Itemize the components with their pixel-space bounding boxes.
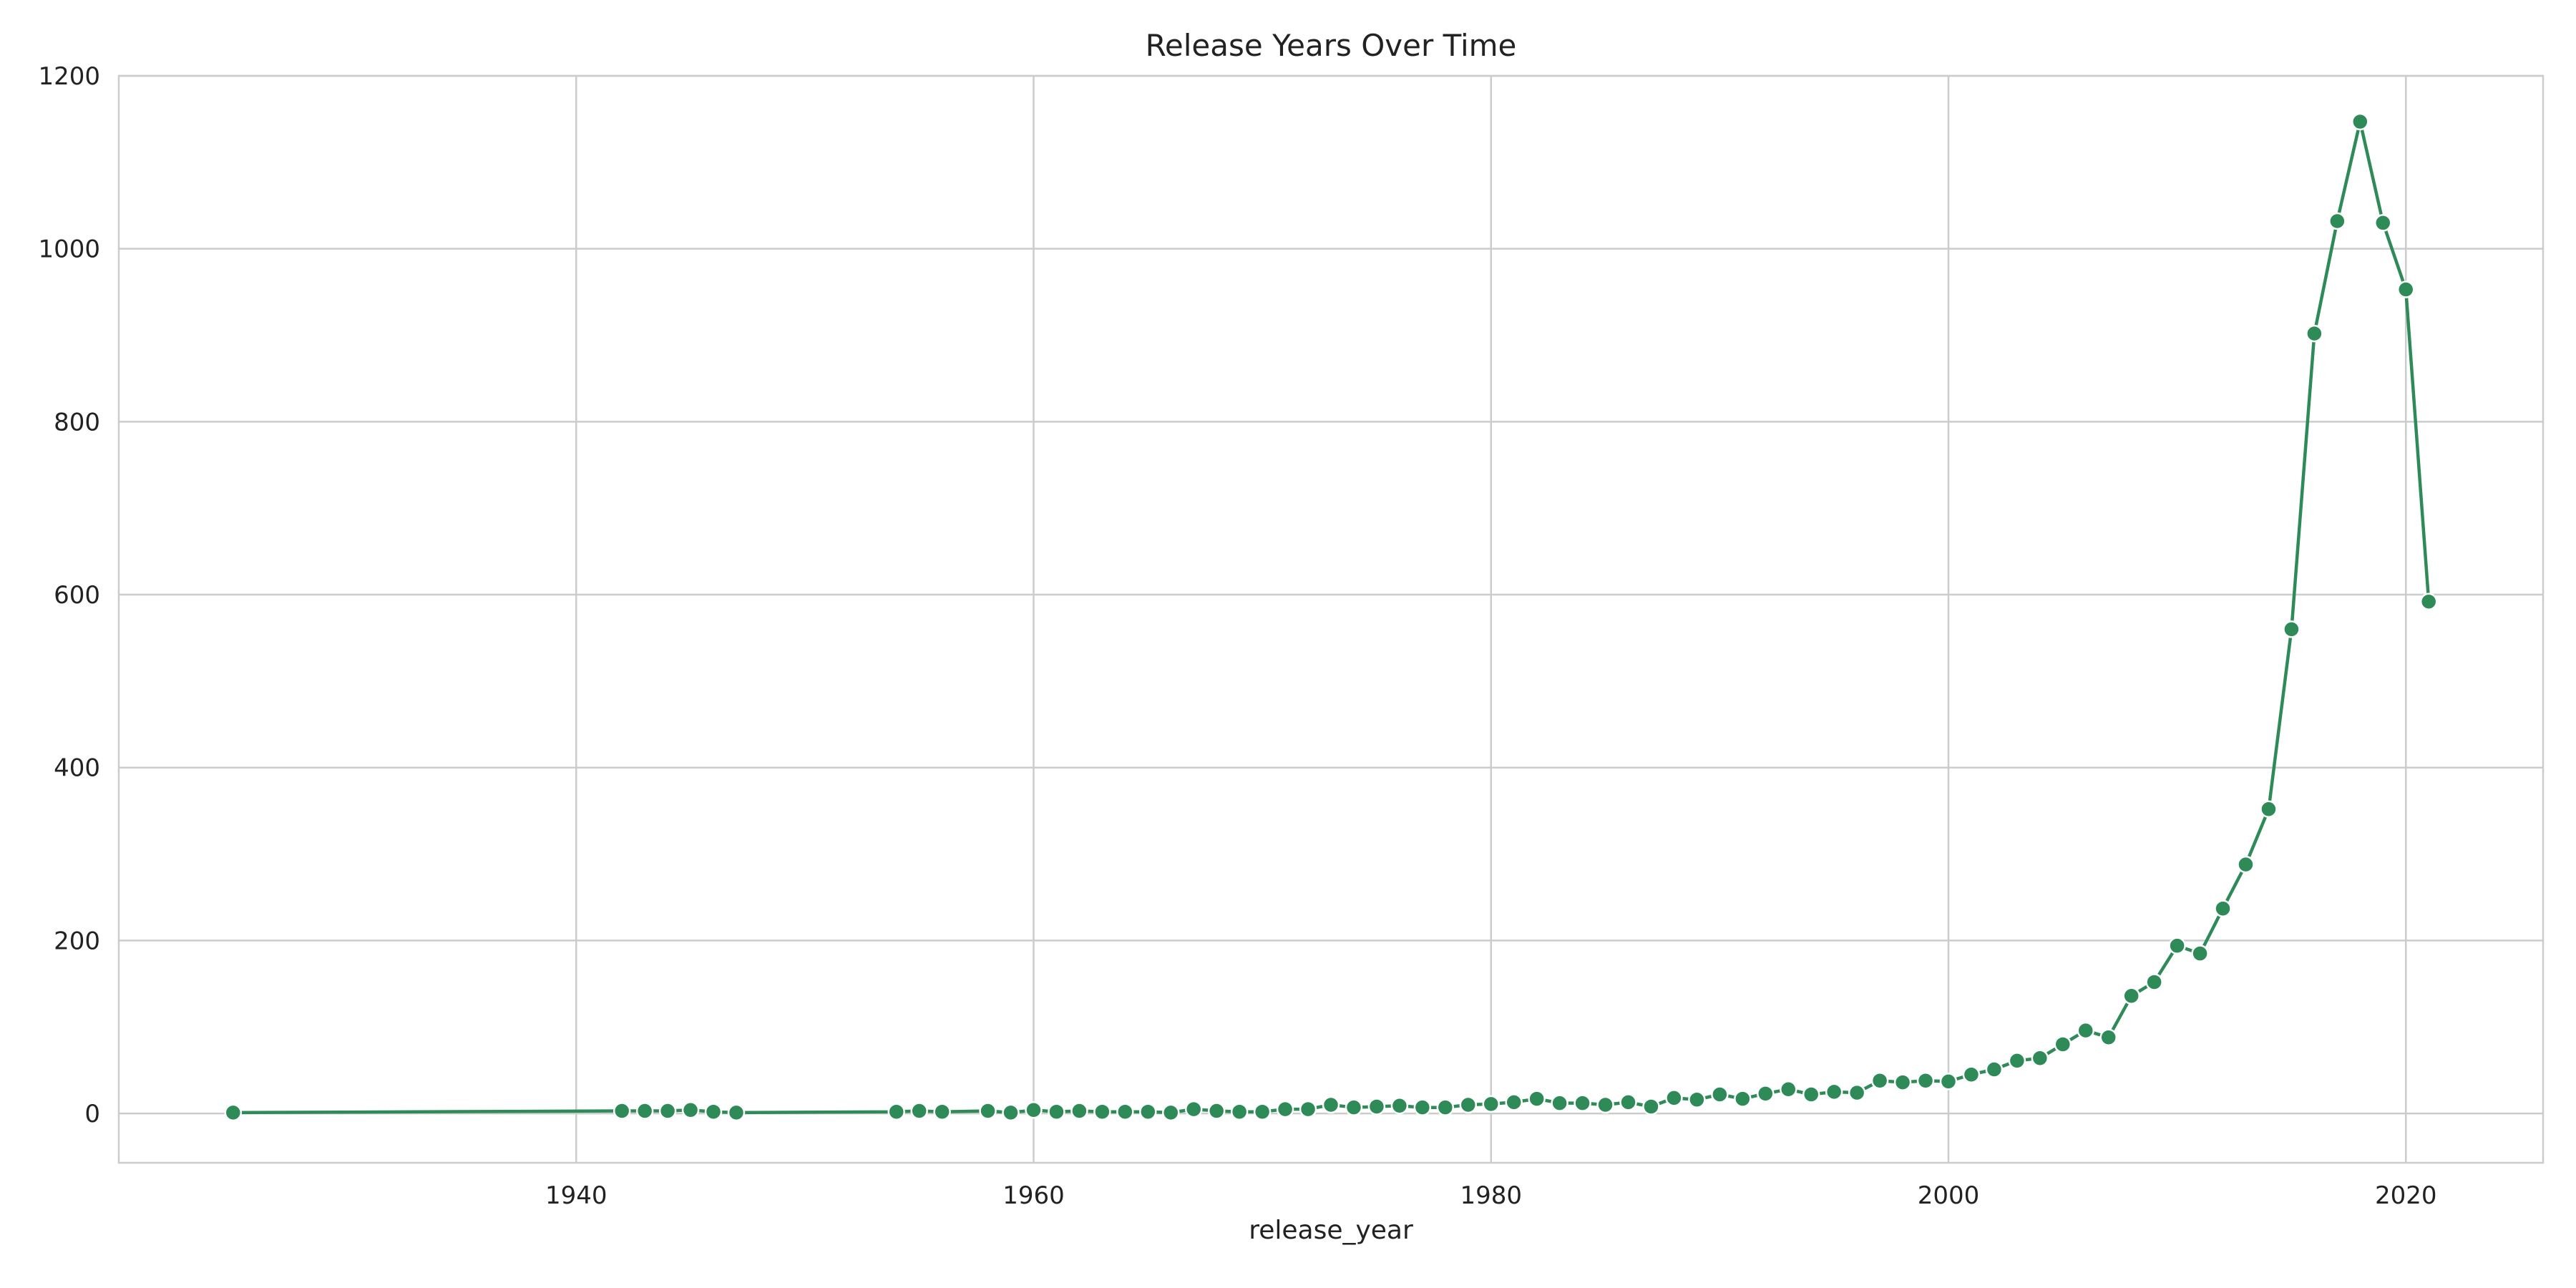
y-tick-label: 600 bbox=[54, 581, 100, 610]
data-point bbox=[2260, 800, 2278, 819]
data-point bbox=[2099, 1028, 2117, 1047]
data-point bbox=[2306, 324, 2323, 343]
data-point bbox=[1025, 1101, 1043, 1119]
data-point bbox=[1345, 1098, 1363, 1116]
data-point bbox=[658, 1102, 677, 1120]
data-point bbox=[910, 1102, 928, 1120]
y-tick-label: 1000 bbox=[38, 235, 100, 264]
data-point bbox=[2077, 1021, 2095, 1040]
data-point bbox=[2374, 214, 2392, 232]
data-point bbox=[2168, 937, 2186, 955]
data-point bbox=[1711, 1085, 1729, 1103]
x-tick-label: 2000 bbox=[1918, 1181, 1980, 1210]
series-layer bbox=[233, 119, 2431, 1115]
y-axis-ticks: 0 200 400 600 800 1000 1200 bbox=[38, 62, 100, 1128]
data-point bbox=[2237, 855, 2255, 874]
data-point bbox=[1779, 1080, 1797, 1098]
x-axis-title: release_year bbox=[1249, 1216, 1413, 1245]
data-point bbox=[1299, 1100, 1317, 1118]
y-tick-label: 800 bbox=[54, 408, 100, 436]
data-point bbox=[727, 1103, 746, 1122]
y-tick-label: 1200 bbox=[38, 62, 100, 91]
grid bbox=[119, 74, 2543, 1163]
data-point bbox=[2396, 280, 2415, 298]
data-point bbox=[1436, 1098, 1455, 1116]
data-point bbox=[1757, 1085, 1775, 1103]
x-tick-label: 1980 bbox=[1460, 1181, 1522, 1210]
data-point bbox=[1505, 1093, 1523, 1111]
data-point bbox=[1848, 1083, 1866, 1102]
data-point bbox=[1482, 1095, 1500, 1113]
data-point bbox=[1870, 1071, 1889, 1090]
data-point bbox=[1276, 1100, 1294, 1118]
chart-title: Release Years Over Time bbox=[1146, 28, 1517, 63]
x-axis-ticks: 1940 1960 1980 2000 2020 bbox=[545, 1181, 2437, 1210]
data-point bbox=[1070, 1102, 1088, 1120]
data-point bbox=[2031, 1049, 2049, 1068]
data-point bbox=[1551, 1094, 1568, 1112]
y-tick-label: 0 bbox=[84, 1100, 100, 1128]
data-point bbox=[1939, 1073, 1958, 1091]
data-points bbox=[224, 112, 2438, 1122]
data-point bbox=[1230, 1103, 1249, 1121]
data-point bbox=[613, 1102, 631, 1120]
data-point bbox=[1528, 1090, 1546, 1108]
data-point bbox=[1207, 1102, 1226, 1120]
data-point bbox=[635, 1102, 654, 1120]
data-point bbox=[1322, 1096, 1340, 1114]
data-point bbox=[2351, 112, 2369, 131]
data-point bbox=[887, 1103, 905, 1121]
data-point bbox=[1413, 1098, 1432, 1116]
data-point bbox=[2283, 620, 2301, 638]
data-point bbox=[1367, 1098, 1386, 1116]
data-point bbox=[1619, 1093, 1637, 1111]
x-tick-label: 1960 bbox=[1002, 1181, 1065, 1210]
data-point bbox=[933, 1103, 951, 1121]
x-tick-label: 2020 bbox=[2375, 1181, 2437, 1210]
data-point bbox=[1916, 1071, 1935, 1090]
data-point bbox=[681, 1101, 700, 1119]
data-point bbox=[1802, 1085, 1820, 1103]
data-point bbox=[2122, 987, 2140, 1005]
data-point bbox=[1390, 1096, 1409, 1115]
series-line bbox=[233, 119, 2431, 1115]
data-point bbox=[1985, 1060, 2004, 1078]
x-tick-label: 1940 bbox=[545, 1181, 608, 1210]
y-tick-label: 200 bbox=[54, 927, 100, 955]
data-point bbox=[704, 1103, 723, 1121]
data-point bbox=[1962, 1065, 1981, 1083]
data-point bbox=[1642, 1098, 1660, 1116]
data-point bbox=[1596, 1096, 1614, 1114]
data-point bbox=[2008, 1052, 2026, 1070]
data-point bbox=[2145, 973, 2163, 991]
data-point bbox=[1139, 1103, 1157, 1121]
data-point bbox=[1893, 1073, 1912, 1091]
plot-frame bbox=[117, 74, 2545, 1164]
data-point bbox=[1253, 1103, 1272, 1121]
data-point bbox=[1184, 1100, 1203, 1118]
data-point bbox=[979, 1102, 997, 1120]
data-point bbox=[1002, 1103, 1020, 1122]
data-point bbox=[1162, 1103, 1180, 1122]
data-point bbox=[2054, 1035, 2072, 1053]
data-point bbox=[1574, 1094, 1591, 1112]
data-point bbox=[1734, 1090, 1752, 1108]
data-point bbox=[1116, 1103, 1134, 1121]
data-point bbox=[224, 1103, 243, 1122]
data-point bbox=[1048, 1103, 1065, 1121]
y-tick-label: 400 bbox=[54, 754, 100, 783]
data-point bbox=[2214, 899, 2232, 917]
data-point bbox=[1093, 1103, 1111, 1121]
data-point bbox=[1459, 1096, 1478, 1114]
data-point bbox=[1688, 1091, 1706, 1109]
data-point bbox=[2191, 945, 2209, 962]
data-point bbox=[2419, 592, 2438, 610]
data-point bbox=[1825, 1083, 1843, 1101]
data-point bbox=[2328, 212, 2346, 230]
data-point bbox=[1665, 1089, 1683, 1107]
